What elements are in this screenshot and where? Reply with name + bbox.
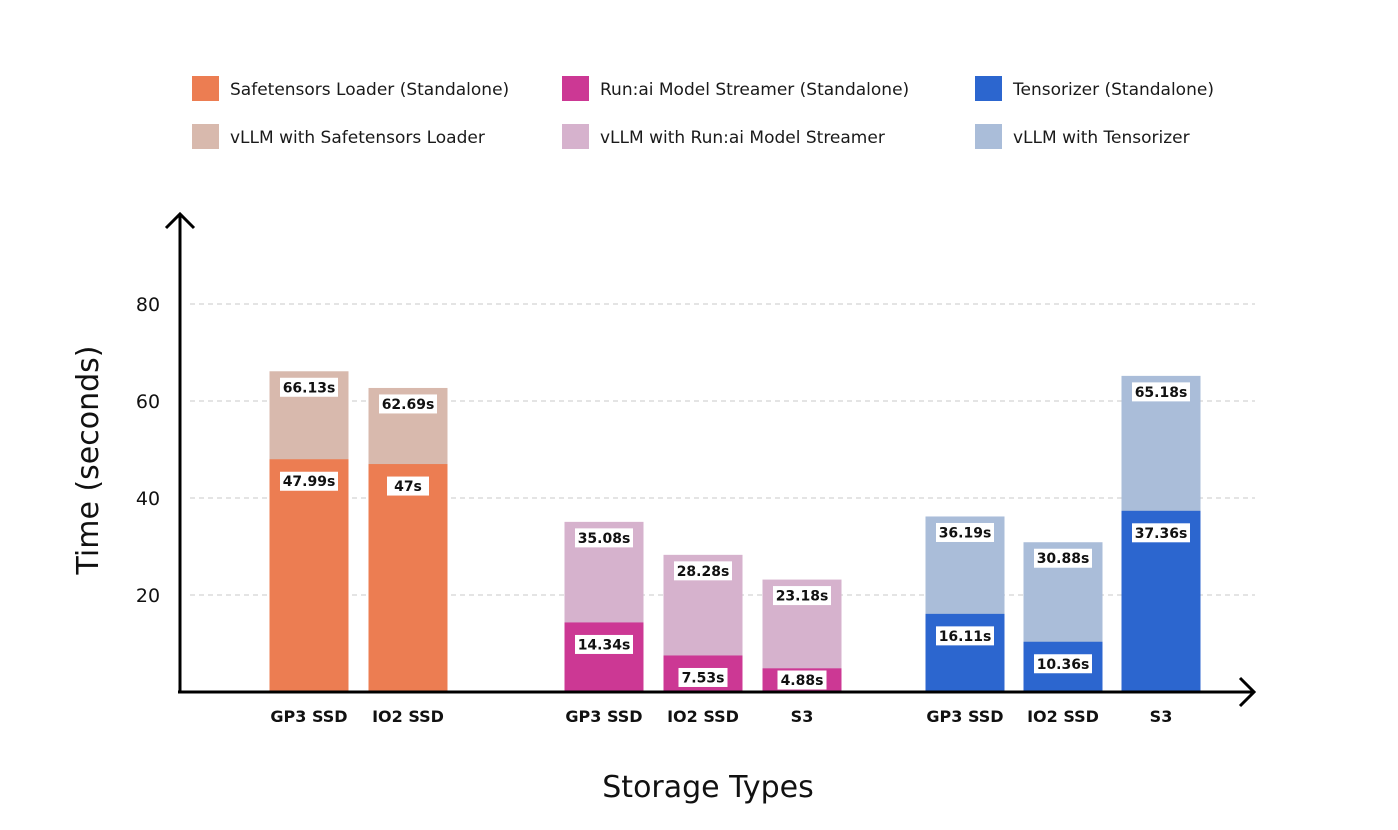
y-tick-20: 20 [136, 585, 160, 607]
label-standalone-g3-s3-bg [1132, 523, 1190, 543]
bar-standalone-g1-gp3-ssd [269, 459, 349, 692]
legend-swatch-6 [975, 124, 1002, 149]
x-category-g3-s3: S3 [1150, 707, 1173, 726]
y-tick-40: 40 [136, 488, 160, 510]
legend-label-1: Safetensors Loader (Standalone) [230, 80, 509, 100]
label-standalone-g2-s3-bg [777, 670, 827, 690]
y-axis-ticks: 20 40 60 80 [136, 294, 160, 607]
x-category-g2-io2-ssd: IO2 SSD [667, 707, 739, 726]
legend: Safetensors Loader (Standalone) Run:ai Mo… [192, 76, 1214, 149]
legend-label-3: Tensorizer (Standalone) [1012, 80, 1214, 100]
legend-swatch-2 [562, 76, 589, 101]
label-standalone-g3-gp3-ssd-bg [936, 626, 994, 646]
label-vllm-g2-s3-bg [773, 586, 831, 606]
legend-label-5: vLLM with Run:ai Model Streamer [600, 128, 885, 148]
label-standalone-g2-gp3-ssd-bg [575, 634, 633, 654]
label-vllm-g3-io2-ssd-bg [1034, 548, 1092, 568]
label-standalone-g3-gp3-ssd: 16.11s [939, 629, 992, 645]
label-vllm-g2-io2-ssd-bg [674, 561, 732, 581]
label-vllm-g2-gp3-ssd: 35.08s [578, 531, 631, 547]
label-vllm-g3-io2-ssd: 30.88s [1037, 551, 1090, 567]
x-axis-categories: GP3 SSD IO2 SSD GP3 SSD IO2 SSD S3 GP3 SSD IO2… [270, 707, 1172, 726]
x-category-g2-s3: S3 [791, 707, 814, 726]
label-standalone-g3-io2-ssd: 10.36s [1037, 657, 1090, 673]
label-standalone-g1-gp3-ssd: 47.99s [283, 474, 336, 490]
x-category-g1-io2-ssd: IO2 SSD [372, 707, 444, 726]
label-standalone-g3-io2-ssd-bg [1034, 654, 1092, 674]
label-standalone-g1-io2-ssd-bg [387, 476, 429, 496]
bar-standalone-g2-gp3-ssd [564, 622, 644, 692]
label-vllm-g1-io2-ssd-bg [379, 394, 437, 414]
label-vllm-g1-io2-ssd: 62.69s [382, 397, 435, 413]
x-category-g3-io2-ssd: IO2 SSD [1027, 707, 1099, 726]
legend-label-2: Run:ai Model Streamer (Standalone) [600, 80, 909, 100]
label-vllm-g3-gp3-ssd-bg [936, 522, 994, 542]
x-category-g1-gp3-ssd: GP3 SSD [270, 707, 347, 726]
label-vllm-g3-s3: 65.18s [1135, 385, 1188, 401]
legend-swatch-1 [192, 76, 219, 101]
bars: 66.13s 47.99s 62.69s 47s 35.08s 14.34s 28.28s 7… [269, 371, 1201, 692]
label-standalone-g2-io2-ssd: 7.53s [682, 670, 725, 686]
bar-standalone-g1-io2-ssd [368, 464, 448, 692]
legend-label-4: vLLM with Safetensors Loader [230, 128, 485, 148]
label-vllm-g1-gp3-ssd: 66.13s [283, 380, 336, 396]
legend-label-6: vLLM with Tensorizer [1013, 128, 1190, 148]
y-axis-arrow [164, 211, 196, 230]
y-axis-title: Time (seconds) [71, 346, 106, 576]
x-axis-arrow [1238, 676, 1257, 708]
label-vllm-g2-s3: 23.18s [776, 589, 829, 605]
label-vllm-g2-gp3-ssd-bg [575, 528, 633, 548]
x-category-g2-gp3-ssd: GP3 SSD [565, 707, 642, 726]
label-vllm-g3-gp3-ssd: 36.19s [939, 525, 992, 541]
label-standalone-g2-gp3-ssd: 14.34s [578, 637, 631, 653]
legend-swatch-4 [192, 124, 219, 149]
label-vllm-g2-io2-ssd: 28.28s [677, 564, 730, 580]
legend-swatch-5 [562, 124, 589, 149]
x-category-g3-gp3-ssd: GP3 SSD [926, 707, 1003, 726]
label-vllm-g1-gp3-ssd-bg [280, 377, 338, 397]
label-standalone-g3-s3: 37.36s [1135, 526, 1188, 542]
axes [164, 211, 1257, 708]
y-tick-60: 60 [136, 391, 160, 413]
label-standalone-g1-gp3-ssd-bg [280, 471, 338, 491]
legend-swatch-3 [975, 76, 1002, 101]
label-standalone-g2-s3: 4.88s [781, 673, 824, 689]
y-tick-80: 80 [136, 294, 160, 316]
label-vllm-g3-s3-bg [1132, 382, 1190, 402]
x-axis-title: Storage Types [602, 770, 813, 805]
label-standalone-g1-io2-ssd: 47s [394, 479, 422, 495]
bar-standalone-g3-gp3-ssd [925, 613, 1005, 692]
label-standalone-g2-io2-ssd-bg [678, 667, 728, 687]
